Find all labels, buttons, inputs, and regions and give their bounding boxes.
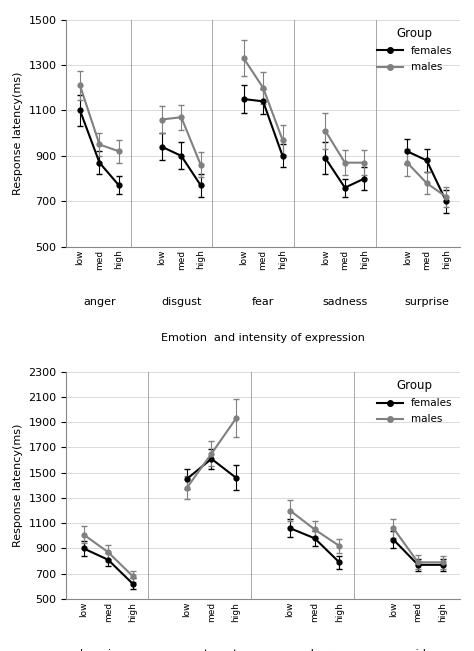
Y-axis label: Response latency(ms): Response latency(ms) xyxy=(13,72,23,195)
Legend: females, males: females, males xyxy=(373,23,456,76)
Text: disgust: disgust xyxy=(161,297,201,307)
Text: surprise: surprise xyxy=(404,297,449,307)
Y-axis label: Response latency(ms): Response latency(ms) xyxy=(13,424,23,547)
Text: Emotion  and intensity of expression: Emotion and intensity of expression xyxy=(161,333,365,343)
Text: pride: pride xyxy=(403,649,432,651)
Text: embarr.: embarr. xyxy=(293,649,337,651)
Text: happiness: happiness xyxy=(80,649,137,651)
Text: sadness: sadness xyxy=(322,297,367,307)
Text: fear: fear xyxy=(252,297,274,307)
Text: contempt: contempt xyxy=(185,649,238,651)
Legend: females, males: females, males xyxy=(373,375,456,428)
Text: anger: anger xyxy=(83,297,116,307)
